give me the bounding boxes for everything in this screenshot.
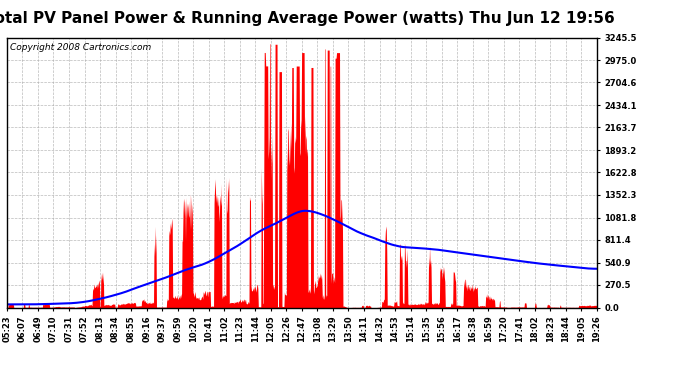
- Text: Total PV Panel Power & Running Average Power (watts) Thu Jun 12 19:56: Total PV Panel Power & Running Average P…: [0, 11, 615, 26]
- Text: Copyright 2008 Cartronics.com: Copyright 2008 Cartronics.com: [10, 43, 151, 52]
